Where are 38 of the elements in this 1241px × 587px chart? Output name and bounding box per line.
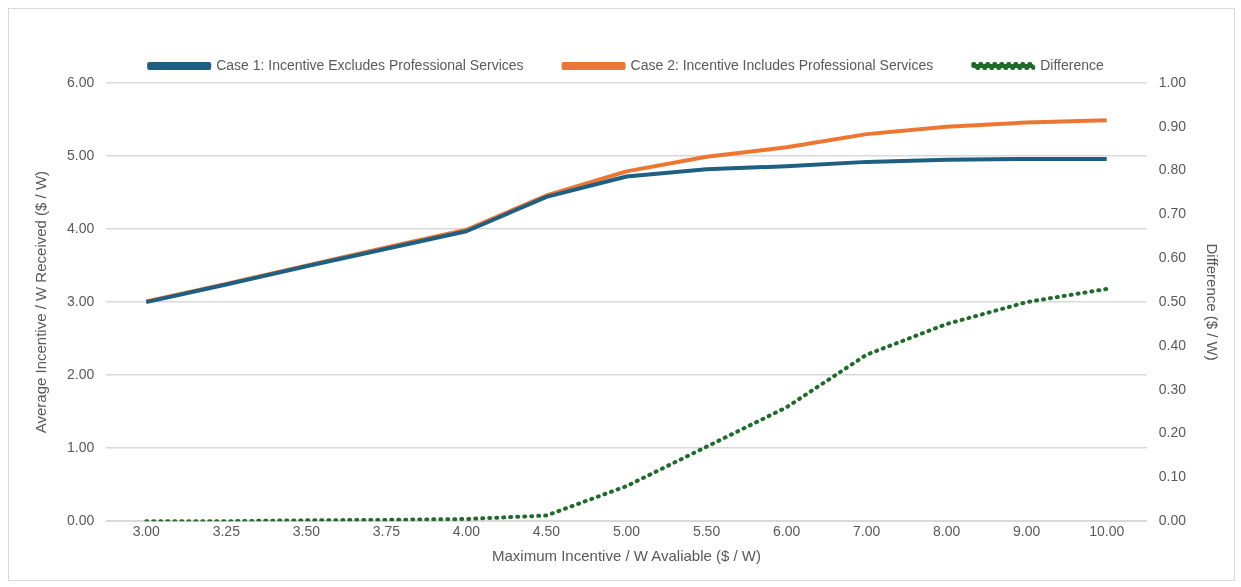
legend-label: Case 1: Incentive Excludes Professional Services — [216, 56, 524, 73]
y2-tick-label: 0.20 — [1158, 424, 1187, 441]
x-tick-label: 10.00 — [1089, 523, 1125, 540]
x-tick-label: 3.25 — [212, 523, 241, 540]
y-tick-label: 2.00 — [67, 365, 95, 382]
x-axis-title: Maximum Incentive / W Avaliable ($ / W) — [492, 547, 761, 565]
x-tick-label: 5.50 — [692, 523, 721, 540]
x-tick-label: 5.00 — [612, 523, 641, 540]
x-tick-label: 4.00 — [452, 523, 481, 540]
y2-tick-label: 0.10 — [1158, 468, 1187, 485]
y2-tick-label: 0.00 — [1158, 512, 1187, 529]
y2-tick-label: 0.50 — [1158, 292, 1187, 309]
y-tick-label: 0.00 — [67, 512, 95, 529]
x-tick-label: 6.00 — [772, 523, 801, 540]
x-tick-label: 3.00 — [132, 523, 161, 540]
y-tick-label: 4.00 — [67, 219, 95, 236]
x-tick-label: 3.75 — [372, 523, 401, 540]
y2-tick-label: 0.30 — [1158, 380, 1187, 397]
y2-tick-label: 0.80 — [1158, 161, 1187, 178]
legend-label: Case 2: Incentive Includes Professional Services — [630, 56, 934, 73]
x-tick-label: 3.50 — [292, 523, 321, 540]
y-tick-label: 3.00 — [67, 292, 95, 309]
y-tick-label: 5.00 — [67, 146, 95, 163]
x-tick-label: 7.00 — [852, 523, 881, 540]
x-tick-label: 8.00 — [933, 523, 961, 540]
y2-tick-label: 0.70 — [1158, 205, 1187, 222]
x-tick-label: 9.00 — [1013, 523, 1041, 540]
y2-tick-label: 0.90 — [1158, 117, 1187, 134]
y-tick-label: 1.00 — [67, 439, 95, 456]
y-axis-title: Average Incentive / W Received ($ / W) — [32, 170, 50, 434]
y2-tick-label: 0.60 — [1158, 249, 1187, 266]
y2-tick-label: 0.40 — [1158, 336, 1187, 353]
x-tick-label: 4.50 — [532, 523, 561, 540]
line-series — [144, 286, 1109, 522]
y-tick-label: 6.00 — [67, 73, 95, 90]
legend-label: Difference — [1040, 56, 1105, 73]
y2-tick-label: 1.00 — [1158, 73, 1187, 90]
y2-axis-title: Difference ($ / W) — [1203, 243, 1221, 361]
